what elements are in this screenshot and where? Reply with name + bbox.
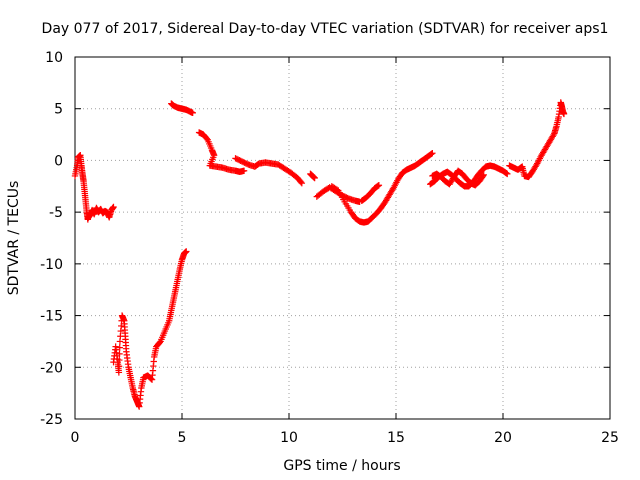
x-axis-label: GPS time / hours (283, 458, 400, 474)
data-point-marker (428, 150, 435, 158)
data-point-marker (298, 179, 306, 187)
x-tick-label: 0 (71, 430, 80, 446)
data-point-marker (147, 375, 155, 383)
data-point-marker (480, 171, 487, 179)
data-point-marker (110, 203, 117, 211)
data-point-marker (115, 363, 123, 370)
x-tick-label: 15 (387, 430, 405, 446)
data-point-marker (116, 344, 123, 351)
data-point-marker (375, 182, 383, 189)
data-point-marker (240, 167, 248, 174)
data-point-marker (297, 178, 305, 186)
x-tick-label: 20 (494, 430, 512, 446)
plot-frame (74, 56, 611, 420)
data-point-marker (116, 356, 123, 364)
axis-ticks (74, 56, 611, 420)
y-tick-label: 0 (54, 153, 63, 169)
x-tick-label: 5 (178, 430, 187, 446)
data-point-marker (550, 131, 557, 139)
x-tick-labels: 0 5 10 15 20 25 (71, 430, 619, 446)
data-point-marker (479, 172, 487, 180)
data-point-marker (560, 110, 568, 118)
data-point-marker (115, 369, 123, 376)
chart-title: Day 077 of 2017, Sidereal Day-to-day VTE… (42, 21, 609, 37)
grid-lines (75, 57, 610, 419)
data-point-marker (504, 170, 511, 178)
y-tick-label: -5 (49, 205, 63, 221)
y-axis-label: SDTVAR / TECUs (6, 181, 22, 296)
data-point-marker (311, 174, 318, 182)
data-point-marker (189, 109, 196, 117)
data-point-marker (429, 149, 436, 157)
y-tick-label: -25 (40, 412, 63, 428)
data-points (71, 99, 568, 410)
data-point-marker (503, 170, 510, 177)
data-point-marker (183, 248, 190, 255)
y-tick-labels: -25 -20 -15 -10 -5 0 5 10 (40, 50, 63, 428)
data-point-marker (116, 350, 123, 358)
y-tick-label: 10 (45, 50, 63, 66)
x-tick-label: 10 (280, 430, 298, 446)
y-tick-label: -10 (40, 257, 63, 273)
y-tick-label: 5 (54, 102, 63, 118)
x-tick-label: 25 (601, 430, 619, 446)
data-point-marker (374, 182, 382, 190)
y-tick-label: -15 (40, 309, 63, 325)
y-tick-label: -20 (40, 360, 63, 376)
